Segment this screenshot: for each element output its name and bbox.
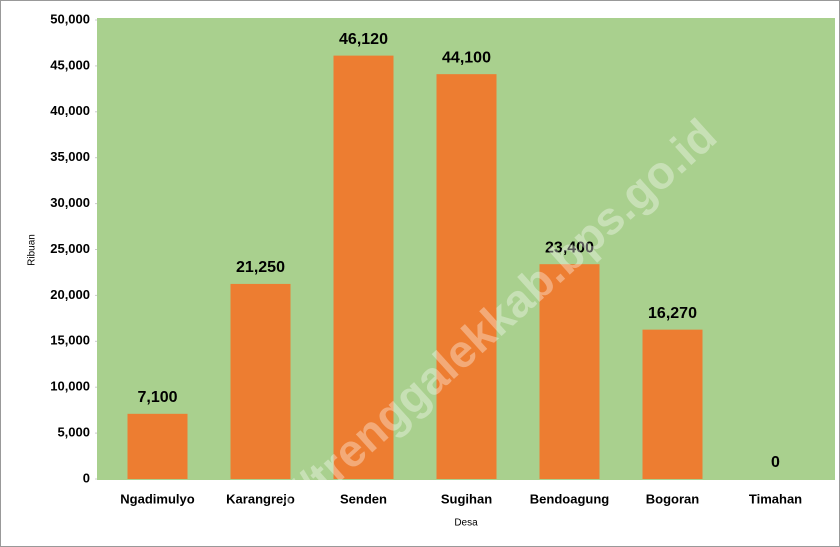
y-tick-label: 25,000 [50, 241, 90, 256]
data-label: 21,250 [236, 259, 285, 276]
bar [642, 329, 703, 479]
y-tick-label: 50,000 [50, 11, 90, 26]
x-tick-label: Timahan [749, 491, 802, 506]
data-label: 46,120 [339, 31, 388, 48]
data-label: 7,100 [137, 389, 177, 406]
y-tick-label: 15,000 [50, 333, 90, 348]
y-tick-label: 45,000 [50, 57, 90, 72]
y-tick-label: 40,000 [50, 103, 90, 118]
y-tick-label: 5,000 [57, 425, 90, 440]
y-tick-label: 35,000 [50, 149, 90, 164]
x-axis-label: Desa [454, 518, 478, 529]
y-tick-label: 0 [83, 470, 90, 485]
x-tick-label: Ngadimulyo [120, 491, 194, 506]
data-label: 44,100 [442, 49, 491, 66]
bar [230, 283, 291, 479]
x-tick-label: Senden [340, 491, 387, 506]
y-axis-label: Ribuan [27, 234, 38, 266]
x-tick-label: Bogoran [646, 491, 700, 506]
x-tick-label: Bendoagung [530, 491, 609, 506]
y-tick-label: 20,000 [50, 287, 90, 302]
bar [539, 264, 600, 479]
data-label: 0 [771, 454, 780, 471]
y-tick-label: 30,000 [50, 195, 90, 210]
bar [127, 413, 188, 479]
bar [436, 74, 497, 480]
data-label: 23,400 [545, 239, 594, 256]
bar [333, 55, 394, 479]
data-label: 16,270 [648, 305, 697, 322]
y-tick-label: 10,000 [50, 379, 90, 394]
x-tick-label: Karangrejo [226, 491, 295, 506]
x-tick-label: Sugihan [441, 491, 492, 506]
